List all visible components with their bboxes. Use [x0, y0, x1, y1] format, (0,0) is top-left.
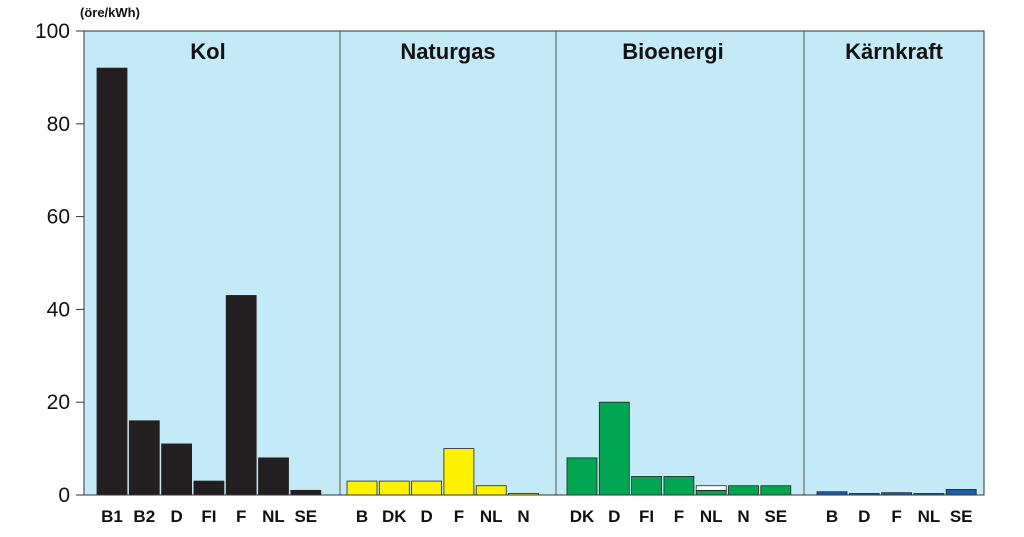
bar [193, 480, 225, 496]
x-tick-label: D [608, 507, 620, 526]
group-title: Kol [190, 39, 225, 64]
group-title: Naturgas [400, 39, 495, 64]
plot-frame [83, 30, 985, 496]
y-axis-unit-label: (öre/kWh) [80, 5, 140, 20]
x-tick-label: NL [262, 507, 285, 526]
bar [161, 443, 193, 496]
x-tick-label: FI [201, 507, 216, 526]
bar [598, 401, 630, 496]
bar [728, 485, 759, 496]
x-tick-label: B [356, 507, 368, 526]
x-tick-label: F [891, 507, 901, 526]
group-separators [339, 31, 805, 495]
bar [225, 295, 257, 496]
x-tick-label: B [826, 507, 838, 526]
bar [290, 489, 322, 496]
x-tick-label: NL [700, 507, 723, 526]
x-tick-label: SE [950, 507, 973, 526]
bar [346, 480, 378, 496]
bar [378, 480, 410, 496]
bar [631, 476, 662, 496]
y-tick-label: 100 [35, 20, 70, 43]
x-tick-label: D [858, 507, 870, 526]
x-tick-label: N [737, 507, 749, 526]
x-tick-label: N [517, 507, 529, 526]
bar [663, 476, 695, 496]
x-tick-label: NL [918, 507, 941, 526]
x-tick-label: D [170, 507, 182, 526]
x-tick-label: D [420, 507, 432, 526]
y-tick-label: 0 [58, 484, 70, 507]
x-tick-label: DK [382, 507, 407, 526]
x-tick-label: F [236, 507, 246, 526]
bar [566, 457, 598, 496]
group-titles: Kol Naturgas Bioenergi Kärnkraft [190, 39, 943, 64]
y-tick-label: 80 [47, 113, 70, 136]
bar [760, 485, 792, 496]
bar [475, 485, 507, 496]
x-tick-labels: B1 B2 D FI F NL SE B DK D F NL N DK D FI F NL N SE B D F NL SE [101, 507, 972, 526]
bar-extra-segment [695, 485, 727, 491]
x-tick-label: B2 [133, 507, 155, 526]
x-tick-label: SE [294, 507, 317, 526]
x-tick-label: B1 [101, 507, 123, 526]
bar [128, 420, 160, 496]
x-tick-label: FI [639, 507, 654, 526]
x-tick-label: SE [764, 507, 787, 526]
x-tick-label: F [454, 507, 464, 526]
bar [945, 489, 977, 496]
y-tick-label: 20 [47, 391, 70, 414]
x-tick-label: NL [480, 507, 503, 526]
bar [258, 457, 289, 496]
bar [411, 480, 443, 496]
bars [96, 67, 977, 496]
bar [96, 67, 128, 496]
group-title: Kärnkraft [845, 39, 943, 64]
y-tick-label: 60 [47, 206, 70, 229]
y-axis: 0 20 40 60 80 100 [35, 20, 84, 507]
x-tick-label: F [674, 507, 684, 526]
bar [695, 489, 727, 496]
group-title: Bioenergi [622, 39, 723, 64]
y-tick-label: 40 [47, 298, 70, 321]
plot-background [84, 31, 984, 495]
bar [443, 448, 475, 496]
x-tick-label: DK [570, 507, 595, 526]
